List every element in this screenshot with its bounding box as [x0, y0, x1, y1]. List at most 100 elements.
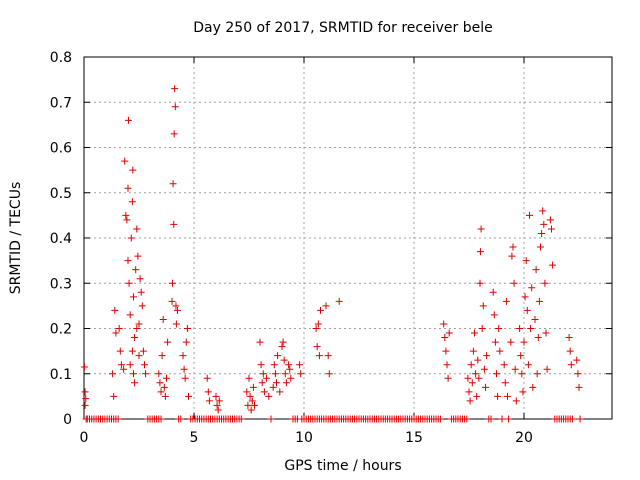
data-point — [183, 325, 191, 332]
data-point — [133, 225, 141, 233]
data-point — [180, 365, 188, 373]
data-point — [124, 184, 132, 192]
data-point — [532, 266, 540, 274]
data-point — [245, 374, 253, 382]
data-point — [120, 365, 128, 373]
data-point — [489, 288, 497, 296]
data-point — [538, 229, 546, 237]
data-point — [136, 275, 144, 283]
y-tick-label: 0.8 — [50, 50, 72, 66]
data-point — [516, 325, 524, 332]
data-point — [436, 415, 444, 423]
data-point — [501, 379, 509, 387]
data-point — [529, 383, 537, 391]
data-point — [471, 329, 478, 337]
data-point — [203, 374, 211, 382]
data-point — [137, 288, 145, 296]
data-point — [130, 370, 137, 378]
data-point — [312, 325, 320, 332]
data-point — [466, 397, 474, 405]
data-point — [573, 356, 581, 364]
data-point — [535, 297, 543, 305]
data-point — [115, 325, 123, 332]
data-point — [163, 374, 170, 382]
data-point — [213, 401, 221, 409]
data-point — [476, 279, 484, 287]
data-point — [177, 415, 185, 423]
data-point — [464, 374, 472, 382]
data-point — [204, 388, 212, 396]
data-point — [112, 329, 120, 337]
data-point — [479, 302, 487, 310]
data-point — [472, 370, 480, 378]
data-point — [490, 311, 498, 319]
data-point — [487, 415, 495, 423]
data-point — [171, 103, 179, 111]
y-tick-label: 0.3 — [50, 276, 72, 292]
data-point — [276, 388, 284, 396]
data-point — [511, 365, 519, 373]
data-point — [504, 392, 511, 400]
data-point — [443, 361, 451, 369]
data-point — [480, 365, 488, 373]
y-tick-label: 0.7 — [50, 95, 72, 111]
data-point — [322, 302, 330, 310]
data-point — [287, 374, 295, 382]
data-point — [444, 374, 452, 382]
data-point — [469, 347, 477, 355]
data-point — [445, 329, 453, 337]
data-point — [519, 388, 527, 396]
y-tick-label: 0 — [63, 412, 72, 428]
x-tick-label: 5 — [190, 430, 199, 446]
grid — [84, 57, 612, 419]
data-point — [286, 365, 294, 373]
data-point — [279, 338, 287, 346]
data-point — [116, 347, 124, 355]
data-point — [483, 352, 491, 360]
data-point — [159, 315, 167, 323]
data-point — [315, 352, 323, 360]
data-point — [496, 347, 504, 355]
data-point — [164, 338, 172, 346]
data-point — [131, 334, 139, 342]
data-point — [215, 397, 223, 405]
data-point — [527, 325, 535, 332]
data-point — [523, 306, 531, 314]
data-point — [170, 130, 178, 138]
data-point — [478, 325, 486, 332]
data-point — [141, 361, 148, 369]
data-point — [135, 320, 143, 328]
data-point — [440, 320, 448, 328]
data-point — [528, 284, 536, 292]
data-point — [138, 302, 146, 310]
data-point — [271, 370, 279, 378]
data-point — [251, 401, 258, 409]
data-point — [122, 211, 130, 219]
data-point — [256, 338, 264, 346]
data-point — [543, 365, 551, 373]
data-point — [126, 311, 134, 319]
data-point — [139, 347, 147, 355]
data-point — [297, 370, 305, 378]
data-point — [495, 325, 503, 332]
data-point — [142, 370, 150, 378]
data-point — [132, 266, 140, 274]
data-point — [214, 406, 222, 414]
data-point — [510, 279, 518, 287]
data-point — [246, 392, 254, 400]
data-point — [81, 401, 89, 409]
data-point — [508, 252, 516, 260]
data-point — [546, 216, 554, 224]
data-point — [111, 306, 119, 314]
data-point — [269, 383, 277, 391]
data-point — [541, 279, 549, 287]
data-point — [172, 302, 180, 310]
y-tick-label: 0.2 — [50, 322, 72, 338]
data-point — [574, 370, 582, 378]
data-point — [512, 397, 520, 405]
data-point — [128, 347, 136, 355]
x-tick-label: 0 — [80, 430, 89, 446]
data-point — [157, 388, 165, 396]
data-point — [566, 347, 574, 355]
